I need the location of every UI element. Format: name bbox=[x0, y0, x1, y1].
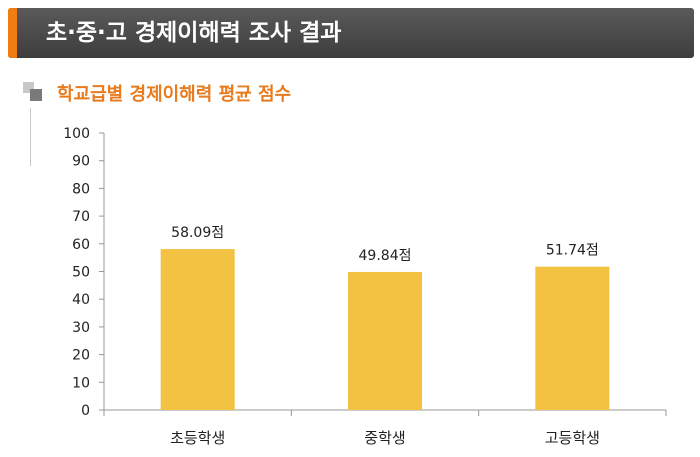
data-label: 58.09점 bbox=[171, 225, 224, 241]
y-tick-label: 70 bbox=[72, 209, 90, 225]
y-tick-label: 100 bbox=[63, 126, 90, 142]
section-vertical-rule bbox=[30, 108, 31, 166]
y-tick-label: 80 bbox=[72, 181, 90, 197]
y-tick-label: 30 bbox=[72, 320, 90, 336]
bar bbox=[348, 271, 422, 410]
x-category-label: 초등학생 bbox=[170, 429, 225, 447]
page-title: 초·중·고 경제이해력 조사 결과 bbox=[46, 20, 342, 46]
section-bullet-icon bbox=[23, 82, 47, 106]
data-label: 49.84점 bbox=[359, 248, 412, 264]
header-bar: 초·중·고 경제이해력 조사 결과 bbox=[8, 8, 694, 58]
y-tick-label: 60 bbox=[72, 237, 90, 253]
y-tick-label: 90 bbox=[72, 154, 90, 170]
x-category-label: 고등학생 bbox=[545, 429, 600, 447]
bar bbox=[160, 249, 235, 410]
y-tick-label: 40 bbox=[72, 292, 90, 308]
bullet-light-square bbox=[23, 82, 34, 93]
data-label: 51.74점 bbox=[546, 243, 599, 259]
header-accent-stripe bbox=[8, 8, 17, 58]
bullet-dark-square bbox=[30, 89, 42, 101]
x-category-label: 중학생 bbox=[364, 429, 405, 447]
y-tick-label: 10 bbox=[72, 375, 90, 391]
y-tick-label: 20 bbox=[72, 348, 90, 364]
y-tick-label: 50 bbox=[72, 265, 90, 281]
chart-title: 학교급별 경제이해력 평균 점수 bbox=[57, 84, 292, 105]
bar bbox=[535, 266, 610, 410]
y-tick-label: 0 bbox=[81, 403, 90, 419]
